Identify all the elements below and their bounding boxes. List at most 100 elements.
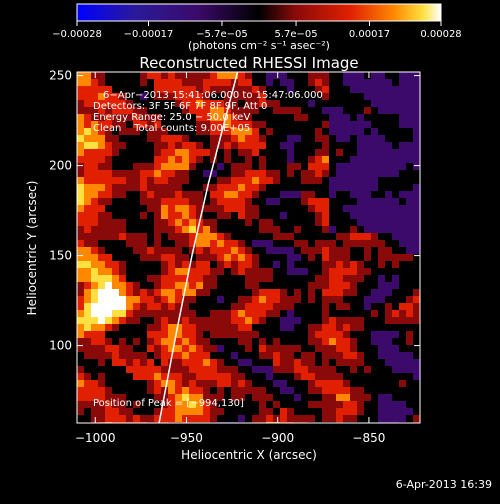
- heatmap-cell: [245, 163, 253, 171]
- heatmap-cell: [392, 114, 400, 122]
- heatmap-cell: [336, 121, 344, 129]
- heatmap-cell: [399, 177, 407, 185]
- heatmap-cell: [154, 226, 162, 234]
- heatmap-cell: [168, 100, 176, 108]
- heatmap-cell: [287, 366, 295, 374]
- heatmap-cell: [126, 170, 134, 178]
- heatmap-cell: [238, 163, 246, 171]
- heatmap-cell: [147, 212, 155, 220]
- heatmap-cell: [385, 163, 393, 171]
- heatmap-cell: [189, 352, 197, 360]
- heatmap-cell: [329, 149, 337, 157]
- heatmap-cell: [112, 177, 120, 185]
- heatmap-cell: [175, 205, 183, 213]
- heatmap-cell: [315, 93, 323, 101]
- heatmap-cell: [84, 359, 92, 367]
- heatmap-cell: [175, 282, 183, 290]
- heatmap-cell: [196, 359, 204, 367]
- heatmap-cell: [224, 219, 232, 227]
- heatmap-cell: [392, 128, 400, 136]
- heatmap-cell: [238, 114, 246, 122]
- heatmap-cell: [308, 177, 316, 185]
- heatmap-cell: [133, 296, 141, 304]
- x-tick-label: −950: [170, 431, 203, 445]
- heatmap-cell: [231, 100, 239, 108]
- heatmap-cell: [301, 359, 309, 367]
- heatmap-cell: [322, 317, 330, 325]
- heatmap-cell: [357, 198, 365, 206]
- heatmap-cell: [413, 247, 420, 255]
- heatmap-cell: [105, 79, 113, 87]
- heatmap-cell: [287, 310, 295, 318]
- heatmap-cell: [231, 107, 239, 115]
- heatmap-cell: [119, 373, 127, 381]
- heatmap-cell: [203, 79, 211, 87]
- heatmap-cell: [343, 359, 351, 367]
- heatmap-cell: [238, 247, 246, 255]
- heatmap-cell: [77, 219, 85, 227]
- heatmap-cell: [98, 121, 106, 129]
- heatmap-cell: [168, 401, 176, 409]
- heatmap-cell: [399, 156, 407, 164]
- heatmap-cell: [210, 359, 218, 367]
- heatmap-cell: [154, 142, 162, 150]
- heatmap-cell: [203, 415, 211, 423]
- heatmap-cell: [308, 268, 316, 276]
- heatmap-cell: [315, 254, 323, 262]
- info-line-energy: Energy Range: 25.0 − 50.0 keV: [93, 112, 250, 123]
- heatmap-cell: [91, 100, 99, 108]
- heatmap-cell: [392, 226, 400, 234]
- heatmap-cell: [175, 114, 183, 122]
- heatmap-cell: [343, 79, 351, 87]
- heatmap-cell: [287, 387, 295, 395]
- heatmap-cell: [217, 415, 225, 423]
- heatmap-cell: [287, 233, 295, 241]
- heatmap-cell: [406, 317, 414, 325]
- heatmap-cell: [196, 366, 204, 374]
- heatmap-cell: [413, 268, 420, 276]
- heatmap-cell: [413, 324, 420, 332]
- heatmap-cell: [147, 72, 155, 80]
- heatmap-cell: [77, 86, 85, 94]
- heatmap-cell: [301, 135, 309, 143]
- heatmap-cell: [91, 177, 99, 185]
- heatmap-cell: [357, 366, 365, 374]
- heatmap-cell: [154, 373, 162, 381]
- heatmap-cell: [336, 219, 344, 227]
- heatmap-cell: [91, 205, 99, 213]
- heatmap-cell: [406, 247, 414, 255]
- heatmap-cell: [98, 156, 106, 164]
- heatmap-cell: [154, 303, 162, 311]
- heatmap-cell: [308, 114, 316, 122]
- heatmap-cell: [245, 177, 253, 185]
- heatmap-cell: [301, 268, 309, 276]
- heatmap-cell: [196, 289, 204, 297]
- heatmap-cell: [189, 128, 197, 136]
- heatmap-cell: [308, 170, 316, 178]
- heatmap-cell: [294, 114, 302, 122]
- heatmap-cell: [294, 261, 302, 269]
- heatmap-cell: [350, 254, 358, 262]
- heatmap-cell: [105, 163, 113, 171]
- heatmap-cell: [252, 121, 260, 129]
- heatmap-cell: [147, 135, 155, 143]
- heatmap-cell: [238, 408, 246, 416]
- heatmap-cell: [112, 261, 120, 269]
- heatmap-cell: [147, 310, 155, 318]
- heatmap-cell: [161, 380, 169, 388]
- heatmap-cell: [154, 352, 162, 360]
- heatmap-cell: [371, 282, 379, 290]
- heatmap-cell: [308, 149, 316, 157]
- heatmap-cell: [371, 394, 379, 402]
- heatmap-cell: [252, 156, 260, 164]
- heatmap-cell: [399, 324, 407, 332]
- heatmap-cell: [343, 121, 351, 129]
- heatmap-cell: [84, 191, 92, 199]
- heatmap-cell: [287, 226, 295, 234]
- heatmap-cell: [224, 359, 232, 367]
- heatmap-cell: [413, 240, 420, 248]
- heatmap-cell: [77, 331, 85, 339]
- heatmap-cell: [413, 121, 420, 129]
- heatmap-cell: [266, 149, 274, 157]
- heatmap-cell: [126, 212, 134, 220]
